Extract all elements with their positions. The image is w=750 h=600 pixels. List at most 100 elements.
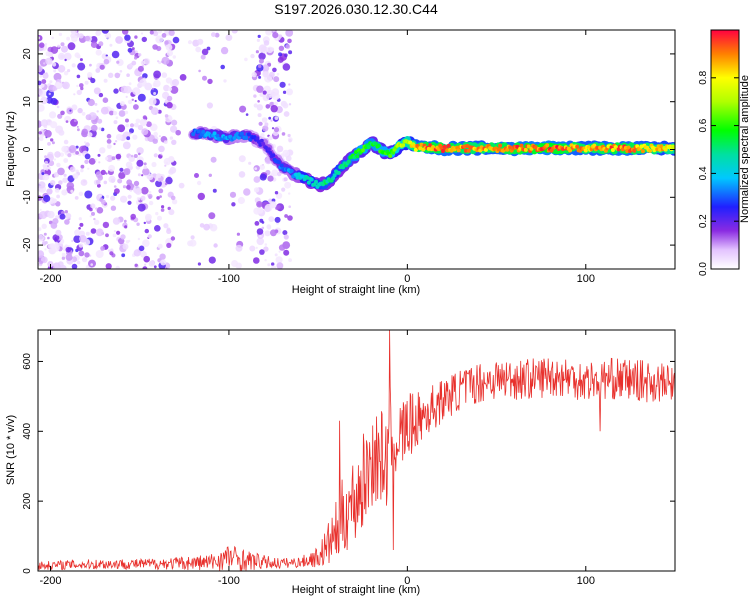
- spectrogram-noise-blob: [150, 123, 158, 132]
- spectrogram-noise-blob: [269, 201, 277, 209]
- spectrogram-noise-blob: [142, 266, 148, 269]
- spectrogram-noise-blob: [57, 52, 66, 61]
- spectrogram-noise-blob: [243, 188, 251, 196]
- spectrogram-noise-blob: [164, 114, 169, 118]
- spectrogram-noise-blob: [94, 158, 97, 161]
- spectrogram-noise-blob: [256, 64, 264, 72]
- spectrogram-noise-blob: [161, 56, 170, 65]
- spectrogram-ridge-blob: [672, 145, 675, 150]
- spectrogram-ridge-blob: [656, 144, 661, 149]
- spectrogram-noise-blob: [73, 93, 76, 96]
- spectrogram-noise-blob: [157, 60, 160, 63]
- spectrogram-noise-blob: [79, 222, 84, 227]
- spectrogram-noise-blob: [258, 52, 266, 60]
- spectrogram-noise-blob: [196, 180, 202, 186]
- snr-frame: [37, 329, 676, 572]
- spectrogram-noise-blob: [231, 202, 236, 207]
- spectrogram-noise-blob: [136, 159, 144, 167]
- spectrogram-noise-blob: [131, 98, 134, 102]
- spectrogram-noise-blob: [129, 128, 134, 134]
- spectrogram-noise-blob: [101, 30, 109, 34]
- spectrogram-noise-blob: [98, 161, 101, 164]
- spectrogram-noise-blob: [130, 213, 136, 220]
- spectrogram-y-tick-label: -20: [22, 237, 33, 252]
- spectrogram-ridge-blob: [446, 143, 451, 148]
- spectrogram-noise-blob: [44, 130, 52, 138]
- spectrogram-noise-blob: [213, 243, 218, 248]
- spectrogram-noise-blob: [155, 35, 164, 44]
- spectrogram-noise-blob: [148, 260, 155, 267]
- spectrogram-y-label: Frequency (Hz): [5, 111, 17, 187]
- spectrogram-noise-blob: [56, 194, 60, 199]
- spectrogram-noise-blob: [258, 64, 262, 68]
- spectrogram-noise-blob: [110, 205, 117, 211]
- spectrogram-noise-blob: [282, 63, 291, 71]
- spectrogram-noise-blob: [42, 178, 45, 181]
- spectrogram-noise-blob: [93, 217, 96, 221]
- spectrogram-noise-blob: [261, 221, 265, 224]
- spectrogram-noise-blob: [43, 232, 47, 236]
- spectrogram-noise-blob: [257, 207, 264, 214]
- spectrogram-noise-blob: [70, 189, 74, 193]
- spectrogram-noise-blob: [103, 78, 108, 83]
- spectrogram-noise-blob: [187, 40, 193, 45]
- spectrogram-noise-blob: [143, 221, 146, 225]
- spectrogram-noise-blob: [76, 89, 83, 96]
- spectrogram-noise-blob: [105, 194, 110, 199]
- spectrogram-ridge-blob: [266, 147, 271, 152]
- spectrogram-noise-blob: [48, 160, 55, 167]
- spectrogram-noise-blob: [142, 115, 147, 120]
- spectrogram-noise-blob: [52, 262, 61, 269]
- spectrogram-noise-blob: [150, 107, 159, 115]
- spectrogram-noise-blob: [261, 117, 268, 123]
- spectrogram-noise-blob: [77, 32, 80, 35]
- spectrogram-noise-blob: [87, 72, 93, 78]
- spectrogram-noise-blob: [201, 48, 209, 56]
- spectrogram-noise-blob: [44, 155, 47, 159]
- spectrogram-noise-blob: [69, 109, 72, 112]
- spectrogram-noise-blob: [55, 229, 62, 236]
- snr-y-tick-label: 400: [22, 423, 33, 440]
- spectrogram-noise-blob: [125, 118, 129, 123]
- spectrogram-noise-blob: [109, 43, 113, 47]
- spectrogram-ridge-blob: [306, 180, 311, 185]
- spectrogram-noise-blob: [129, 132, 132, 135]
- spectrogram-noise-blob: [270, 47, 275, 52]
- spectrogram-noise-blob: [77, 128, 80, 132]
- spectrogram-ridge-blob: [568, 148, 573, 153]
- spectrogram-noise-blob: [84, 80, 89, 85]
- spectrogram-ridge-blob: [412, 144, 417, 148]
- spectrogram-noise-blob: [164, 40, 169, 45]
- spectrogram-ridge-blob: [196, 129, 201, 134]
- spectrogram-noise-blob: [160, 208, 165, 212]
- spectrogram-noise-blob: [62, 177, 68, 183]
- spectrogram-ridge-blob: [592, 143, 597, 148]
- spectrogram-noise-blob: [134, 35, 138, 39]
- spectrogram-noise-blob: [169, 166, 177, 174]
- spectrogram-noise-blob: [50, 46, 59, 54]
- spectrogram-noise-blob: [268, 135, 273, 141]
- spectrogram-noise-blob: [137, 237, 141, 241]
- spectrogram-noise-blob: [178, 182, 185, 189]
- spectrogram-noise-blob: [274, 116, 279, 120]
- spectrogram-noise-blob: [262, 94, 270, 102]
- spectrogram-noise-blob: [281, 132, 286, 136]
- spectrogram-ridge-blob: [355, 154, 360, 159]
- spectrogram-noise-blob: [75, 145, 79, 149]
- spectrogram-noise-blob: [152, 44, 158, 50]
- spectrogram-noise-blob: [158, 145, 165, 153]
- spectrogram-noise-blob: [45, 167, 49, 171]
- spectrogram-noise-blob: [119, 70, 123, 73]
- spectrogram-noise-blob: [203, 223, 211, 231]
- spectrogram-noise-blob: [144, 228, 149, 234]
- spectrogram-noise-blob: [61, 189, 68, 196]
- spectrogram-noise-blob: [237, 196, 245, 205]
- spectrogram-noise-blob: [114, 188, 120, 195]
- spectrogram-noise-blob: [166, 242, 172, 248]
- spectrogram-ridge-blob: [456, 148, 461, 153]
- spectrogram-noise-blob: [108, 175, 116, 183]
- spectrogram-noise-blob: [90, 203, 96, 209]
- spectrogram-noise-blob: [271, 169, 279, 177]
- spectrogram-noise-blob: [248, 161, 252, 165]
- spectrogram-noise-blob: [77, 107, 83, 114]
